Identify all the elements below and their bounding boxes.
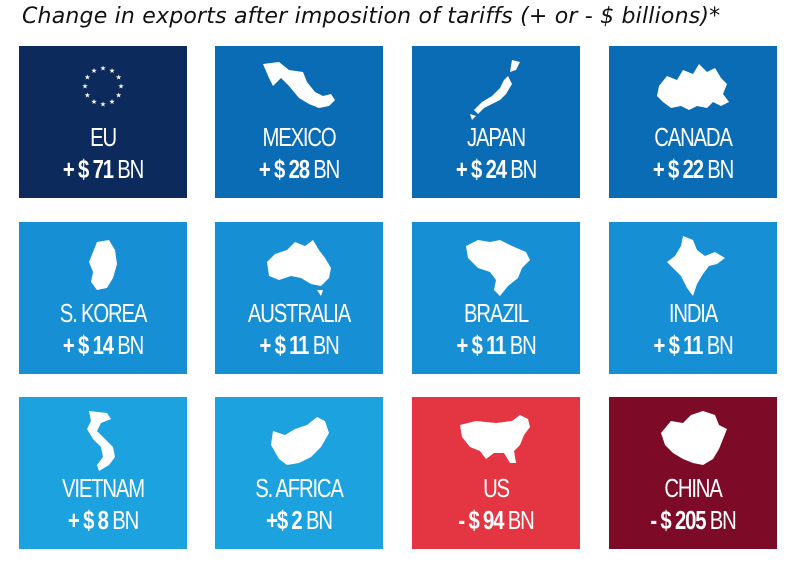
export-change-unit: BN: [308, 330, 340, 360]
export-change-value: + $ 11 BN: [233, 330, 364, 361]
svg-text:★: ★: [115, 74, 121, 82]
export-change-value: + $ 71 BN: [37, 154, 168, 185]
export-change-value: + $ 11 BN: [430, 330, 561, 361]
country-name: EU: [90, 122, 117, 152]
export-change-unit: BN: [505, 154, 537, 184]
vietnam-map-icon: [87, 411, 115, 471]
us-map-icon: [460, 415, 530, 463]
japan-map-icon: [470, 60, 520, 120]
export-change-amount: + $ 11: [456, 330, 506, 360]
country-name: JAPAN: [466, 122, 526, 152]
export-change-unit: BN: [705, 505, 737, 535]
south-korea-map-icon: [89, 240, 117, 290]
export-change-unit: BN: [301, 505, 333, 535]
australia-map-icon: [267, 240, 331, 296]
export-change-value: + $ 14 BN: [37, 330, 168, 361]
country-name: AUSTRALIA: [247, 298, 351, 328]
export-change-unit: BN: [505, 330, 537, 360]
export-change-value: +$ 2 BN: [233, 505, 364, 536]
country-tile-vietnam: VIETNAM + $ 8 BN: [19, 397, 187, 549]
export-change-amount: + $ 22: [652, 154, 704, 184]
svg-text:★: ★: [118, 83, 124, 91]
export-change-unit: BN: [702, 154, 734, 184]
svg-text:★: ★: [109, 67, 115, 75]
export-change-amount: + $ 11: [653, 330, 703, 360]
export-change-amount: + $ 71: [62, 154, 114, 184]
svg-text:★: ★: [84, 92, 90, 100]
eu-stars-icon: ★ ★★★★★★★★★★★: [82, 65, 124, 109]
china-map-icon: [661, 411, 727, 465]
export-change-amount: + $ 8: [67, 505, 109, 535]
country-tile-canada: CANADA + $ 22 BN: [609, 46, 777, 198]
export-change-amount: - $ 205: [650, 505, 706, 535]
export-change-value: + $ 24 BN: [430, 154, 561, 185]
export-change-unit: BN: [107, 505, 139, 535]
export-change-amount: + $ 24: [455, 154, 507, 184]
country-name: US: [483, 473, 510, 503]
export-change-unit: BN: [503, 505, 535, 535]
country-tile-china: CHINA - $ 205 BN: [609, 397, 777, 549]
country-name: BRAZIL: [464, 298, 529, 328]
country-name: CANADA: [654, 122, 733, 152]
country-tile-us: US - $ 94 BN: [412, 397, 580, 549]
country-tile-s-africa: S. AFRICA +$ 2 BN: [215, 397, 383, 549]
export-change-amount: + $ 28: [258, 154, 310, 184]
export-change-value: + $ 28 BN: [233, 154, 364, 185]
country-tile-japan: JAPAN + $ 24 BN: [412, 46, 580, 198]
canada-map-icon: [657, 64, 729, 110]
country-tile-eu: ★ ★ ★ ★ ★ ★ ★ ★ ★ ★ ★ ★ EU + $ 71 BN: [19, 46, 187, 198]
svg-text:★: ★: [100, 65, 106, 73]
country-name: CHINA: [664, 473, 722, 503]
country-name: INDIA: [668, 298, 718, 328]
export-change-amount: - $ 94: [458, 505, 504, 535]
svg-text:★: ★: [100, 101, 106, 109]
export-change-amount: + $ 14: [62, 330, 114, 360]
mexico-map-icon: [263, 62, 335, 108]
country-name: MEXICO: [262, 122, 336, 152]
country-tile-s-korea: S. KOREA + $ 14 BN: [19, 222, 187, 374]
export-change-unit: BN: [308, 154, 340, 184]
export-change-value: + $ 22 BN: [627, 154, 758, 185]
export-change-value: + $ 8 BN: [37, 505, 168, 536]
country-name: S. KOREA: [59, 298, 148, 328]
country-name: VIETNAM: [62, 473, 145, 503]
south-africa-map-icon: [271, 417, 329, 465]
export-change-unit: BN: [702, 330, 734, 360]
export-change-unit: BN: [112, 154, 144, 184]
country-tile-brazil: BRAZIL + $ 11 BN: [412, 222, 580, 374]
country-tile-india: INDIA + $ 11 BN: [609, 222, 777, 374]
svg-text:★: ★: [84, 74, 90, 82]
export-change-value: - $ 205 BN: [627, 505, 758, 536]
svg-text:★: ★: [91, 98, 97, 106]
export-change-unit: BN: [112, 330, 144, 360]
export-change-value: - $ 94 BN: [430, 505, 561, 536]
country-name: S. AFRICA: [255, 473, 344, 503]
export-change-value: + $ 11 BN: [627, 330, 758, 361]
export-change-amount: + $ 11: [259, 330, 309, 360]
country-tile-australia: AUSTRALIA + $ 11 BN: [215, 222, 383, 374]
chart-title: Change in exports after imposition of ta…: [22, 4, 721, 29]
svg-text:★: ★: [115, 92, 121, 100]
brazil-map-icon: [466, 240, 530, 296]
svg-text:★: ★: [109, 98, 115, 106]
svg-text:★: ★: [91, 67, 97, 75]
country-tile-mexico: MEXICO + $ 28 BN: [215, 46, 383, 198]
svg-text:★: ★: [82, 83, 88, 91]
india-map-icon: [667, 236, 725, 296]
export-change-amount: +$ 2: [266, 505, 303, 535]
